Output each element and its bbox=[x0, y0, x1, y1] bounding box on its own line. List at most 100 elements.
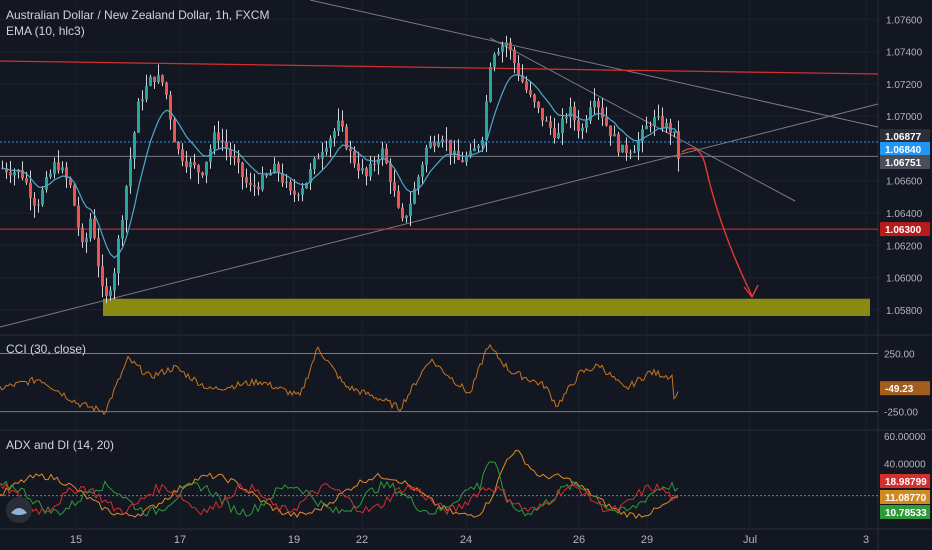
price-label-tag bbox=[880, 222, 930, 237]
candle-body bbox=[345, 126, 348, 149]
candle-body bbox=[65, 167, 68, 179]
candle-body bbox=[637, 140, 640, 152]
candle-body bbox=[381, 148, 384, 160]
candle-body bbox=[557, 132, 560, 139]
candle-body bbox=[37, 204, 40, 206]
cci-tick-label: 250.00 bbox=[884, 349, 915, 360]
price-tick-label: 1.06200 bbox=[886, 241, 923, 252]
candle-body bbox=[33, 197, 36, 206]
candle-body bbox=[21, 169, 24, 179]
cci-line bbox=[0, 343, 679, 416]
ema-label: EMA (10, hlc3) bbox=[6, 24, 85, 38]
candles bbox=[1, 35, 680, 304]
time-tick-label: 3 bbox=[863, 534, 869, 546]
candle-body bbox=[509, 42, 512, 51]
candle-body bbox=[297, 194, 300, 196]
time-tick-label: 24 bbox=[460, 534, 472, 546]
candle-body bbox=[201, 172, 204, 176]
candle-body bbox=[285, 181, 288, 183]
candle-body bbox=[245, 177, 248, 183]
candle-body bbox=[333, 131, 336, 139]
candle-body bbox=[665, 122, 668, 129]
candle-body bbox=[645, 125, 648, 130]
di-minus-line bbox=[0, 482, 679, 516]
candle-body bbox=[365, 168, 368, 177]
candle-body bbox=[437, 141, 440, 147]
candle-body bbox=[181, 149, 184, 161]
candle-body bbox=[229, 148, 232, 156]
candle-body bbox=[533, 94, 536, 102]
candle-body bbox=[505, 42, 508, 46]
candle-body bbox=[73, 184, 76, 206]
adx-series bbox=[0, 449, 878, 519]
candle-body bbox=[673, 131, 676, 134]
time-tick-label: 17 bbox=[174, 534, 186, 546]
candle-body bbox=[69, 178, 72, 185]
candle-body bbox=[305, 182, 308, 189]
candle-body bbox=[389, 163, 392, 183]
candle-body bbox=[553, 128, 556, 139]
candle-body bbox=[361, 168, 364, 171]
candle-body bbox=[369, 163, 372, 177]
candle-body bbox=[417, 176, 420, 189]
candle-body bbox=[513, 50, 516, 64]
candle-body bbox=[657, 116, 660, 118]
candle-body bbox=[117, 238, 120, 274]
candle-body bbox=[257, 186, 260, 190]
time-tick-label: 26 bbox=[573, 534, 585, 546]
candle-body bbox=[129, 158, 132, 187]
adx-value-tag bbox=[880, 490, 930, 504]
candle-body bbox=[225, 142, 228, 149]
candle-body bbox=[133, 132, 136, 159]
cci-value-text: -49.23 bbox=[885, 384, 914, 395]
candle-body bbox=[329, 138, 332, 148]
candle-body bbox=[441, 139, 444, 142]
candle-body bbox=[677, 131, 680, 159]
candle-body bbox=[85, 238, 88, 243]
candle-body bbox=[217, 132, 220, 141]
candle-body bbox=[569, 106, 572, 118]
candle-body bbox=[549, 121, 552, 129]
candle-body bbox=[81, 227, 84, 243]
price-label-text: 1.06751 bbox=[885, 158, 922, 169]
candle-body bbox=[89, 218, 92, 239]
candle-body bbox=[13, 172, 16, 176]
candle-body bbox=[193, 162, 196, 166]
candle-body bbox=[461, 159, 464, 162]
main-legend: Australian Dollar / New Zealand Dollar, … bbox=[6, 7, 269, 39]
price-tick-label: 1.07000 bbox=[886, 112, 923, 123]
candle-body bbox=[409, 203, 412, 216]
adx-legend: ADX and DI (14, 20) bbox=[6, 438, 115, 452]
candle-body bbox=[529, 90, 532, 95]
candle-body bbox=[589, 107, 592, 121]
candle-body bbox=[573, 106, 576, 121]
price-label-tag bbox=[880, 155, 930, 170]
candle-body bbox=[5, 168, 8, 173]
candle-body bbox=[177, 142, 180, 150]
candle-body bbox=[121, 219, 124, 239]
candle-body bbox=[97, 237, 100, 267]
price-tick-label: 1.06400 bbox=[886, 209, 923, 220]
candle-body bbox=[341, 120, 344, 127]
candle-body bbox=[53, 162, 56, 174]
candle-body bbox=[137, 101, 140, 133]
candle-body bbox=[109, 290, 112, 296]
cci-tick-label: -250.00 bbox=[884, 408, 918, 419]
candle-body bbox=[633, 151, 636, 153]
candle-body bbox=[425, 147, 428, 165]
price-tick-label: 1.07400 bbox=[886, 48, 923, 59]
candle-body bbox=[601, 107, 604, 118]
candle-body bbox=[577, 120, 580, 131]
candle-body bbox=[77, 205, 80, 228]
candle-body bbox=[401, 207, 404, 219]
candle-body bbox=[493, 54, 496, 68]
candle-body bbox=[525, 81, 528, 91]
candle-body bbox=[581, 127, 584, 131]
candle-body bbox=[321, 151, 324, 159]
candle-body bbox=[473, 148, 476, 152]
price-label-text: 1.06877 bbox=[885, 132, 922, 143]
candle-body bbox=[205, 161, 208, 176]
candle-body bbox=[445, 139, 448, 141]
candle-body bbox=[309, 168, 312, 183]
